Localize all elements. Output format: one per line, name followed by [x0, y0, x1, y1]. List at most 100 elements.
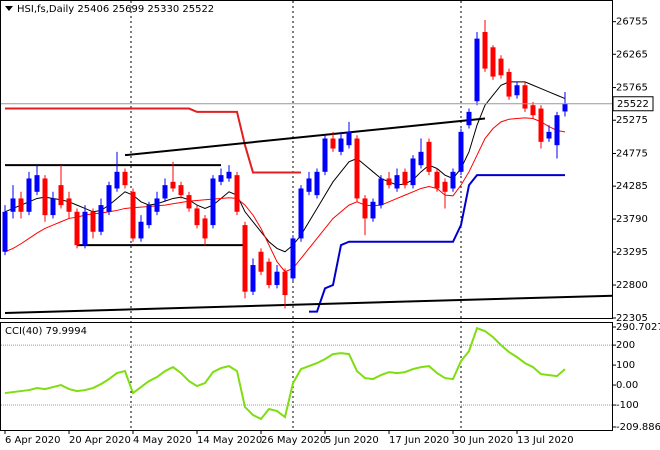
candle-body [314, 171, 320, 196]
candle-body [18, 198, 24, 212]
candle-body [154, 198, 160, 212]
cci-panel [0, 322, 613, 431]
candle-body [370, 201, 376, 219]
candle-body [58, 185, 64, 206]
candle-body [442, 181, 448, 192]
indicator-line [4, 117, 566, 273]
candle-body [522, 85, 528, 109]
candle-body [474, 38, 480, 102]
x-tick-label: 4 May 2020 [133, 435, 192, 446]
y-tick-label: 26755 [616, 17, 648, 28]
candle-body [330, 138, 336, 149]
candle-body [418, 151, 424, 166]
candle-body [242, 225, 248, 292]
candle-body [42, 178, 48, 216]
y-tick-label: 23295 [616, 247, 648, 258]
candle-body [274, 271, 280, 286]
candle-body [170, 181, 176, 189]
candle-body [74, 211, 80, 246]
candle-body [450, 171, 456, 189]
y-tick-label: 26265 [616, 49, 648, 60]
candle-body [386, 178, 392, 186]
candle-body [194, 208, 200, 226]
candle-body [322, 138, 328, 172]
price-panel [0, 0, 613, 319]
x-tick-label: 17 Jun 2020 [389, 435, 449, 446]
candle-body [82, 211, 88, 246]
candle-body [538, 108, 544, 142]
candle-body [298, 188, 304, 239]
y-tick-label: 290.7027 [616, 322, 660, 333]
y-tick-label: 100 [616, 360, 635, 371]
indicator-line [5, 107, 301, 174]
x-tick-label: 5 Jun 2020 [325, 435, 379, 446]
candle-body [218, 175, 224, 182]
candle-body [34, 175, 40, 192]
candle-body [554, 115, 560, 146]
candle-body [162, 185, 168, 199]
candle-body [346, 131, 352, 146]
candle-body [426, 141, 432, 172]
candle-body [202, 218, 208, 239]
candle-body [482, 31, 488, 69]
y-tick-label: 24285 [616, 181, 648, 192]
candle-body [410, 158, 416, 186]
candle-body [466, 111, 472, 126]
title-arrow [5, 6, 13, 11]
candle-body [186, 195, 192, 209]
candle-body [266, 261, 272, 286]
candle-body [506, 71, 512, 97]
candle-body [394, 175, 400, 189]
trendline [4, 294, 614, 315]
candle-body [362, 198, 368, 219]
candle-body [498, 58, 504, 76]
y-tick-label: 22305 [616, 313, 648, 324]
y-tick-label: 0.00 [616, 380, 638, 391]
y-tick-label: 25275 [616, 115, 648, 126]
x-tick-label: 14 May 2020 [197, 435, 262, 446]
y-tick-label: 23790 [616, 214, 648, 225]
trendline [124, 117, 486, 157]
y-tick-label: -209.886 [616, 422, 660, 433]
x-tick-label: 13 Jul 2020 [517, 435, 574, 446]
candle-body [210, 178, 216, 226]
candle-body [66, 198, 72, 212]
indicator-line [4, 326, 566, 421]
candle-body [146, 205, 152, 226]
candle-body [402, 171, 408, 186]
candle-body [106, 185, 112, 212]
candle-body [114, 171, 120, 189]
candle-body [226, 171, 232, 179]
candle-body [26, 178, 32, 212]
y-tick-label: 24775 [616, 149, 648, 160]
candle-body [258, 251, 264, 272]
y-tick-label: -100 [616, 400, 639, 411]
candle-body [490, 47, 496, 77]
candle-body [458, 131, 464, 172]
x-tick-label: 6 Apr 2020 [5, 435, 60, 446]
candle-body [2, 211, 8, 252]
y-tick-label: 25765 [616, 83, 648, 94]
x-tick-label: 26 May 2020 [261, 435, 326, 446]
candle-body [290, 238, 296, 279]
candle-body [562, 103, 568, 112]
y-tick-label: 22800 [616, 280, 648, 291]
indicator-line [309, 174, 565, 313]
indicator-line [4, 81, 566, 253]
candle-body [234, 175, 240, 212]
candle-body [122, 171, 128, 186]
candle-body [306, 178, 312, 192]
candle-body [178, 185, 184, 196]
x-tick-label: 20 Apr 2020 [69, 435, 131, 446]
price-label: 25522 [617, 99, 649, 110]
candle-body [530, 105, 536, 116]
x-tick-label: 30 Jun 2020 [453, 435, 513, 446]
candle-body [98, 205, 104, 232]
candle-body [130, 191, 136, 239]
candle-body [434, 171, 440, 189]
chart-title: HSI,fs,Daily 25406 25699 25330 25522 [17, 4, 214, 15]
candle-body [546, 131, 552, 139]
candle-body [90, 211, 96, 232]
y-tick-label: 200 [616, 340, 635, 351]
